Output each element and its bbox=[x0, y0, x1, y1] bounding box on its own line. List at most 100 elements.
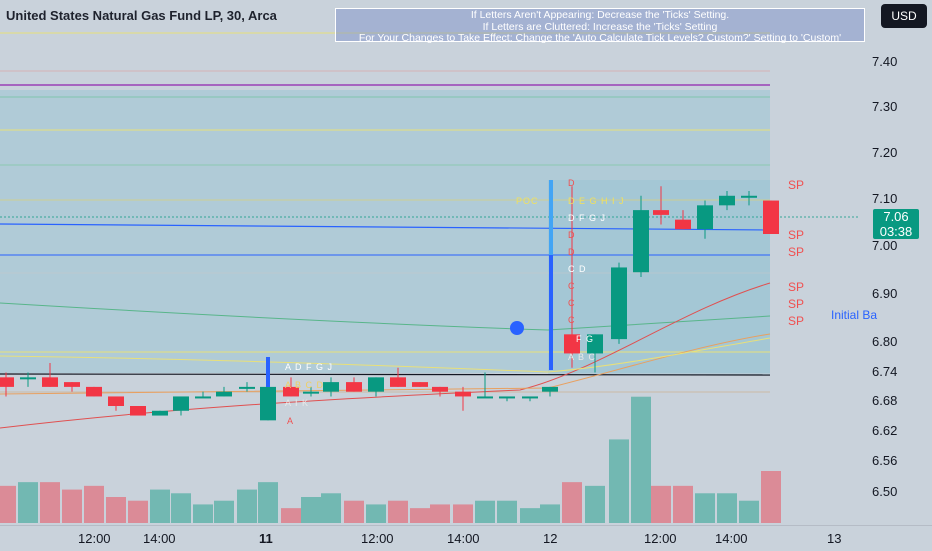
candle-body bbox=[719, 195, 735, 206]
volume-bar bbox=[540, 504, 560, 523]
ib-bar-day1 bbox=[266, 357, 270, 387]
time-tick: 13 bbox=[827, 531, 842, 546]
time-tick: 14:00 bbox=[447, 531, 480, 546]
price-tick: 6.56 bbox=[872, 453, 898, 468]
price-tick: 6.90 bbox=[872, 286, 898, 301]
profile-letters: D bbox=[568, 247, 576, 257]
candle-body bbox=[323, 382, 339, 392]
candle-body bbox=[587, 334, 603, 354]
banner-line-3: For Your Changes to Take Effect: Change … bbox=[358, 32, 842, 44]
profile-letters: D F G J bbox=[568, 213, 606, 223]
candle-body bbox=[675, 219, 691, 230]
volume-bar bbox=[193, 504, 213, 523]
ma-orange bbox=[0, 333, 771, 395]
volume-bar bbox=[18, 482, 38, 523]
volume-bar bbox=[475, 500, 495, 523]
price-tick: 7.20 bbox=[872, 145, 898, 160]
profile-letters: D E G H I J bbox=[568, 196, 625, 206]
ib-marker bbox=[510, 321, 524, 335]
candle-body bbox=[346, 382, 362, 392]
candle-body bbox=[108, 396, 124, 406]
volume-bar bbox=[631, 396, 651, 523]
single-print-label: SP bbox=[788, 297, 805, 311]
profile-letters: C D bbox=[568, 264, 587, 274]
price-tick: 6.80 bbox=[872, 334, 898, 349]
price-tick: 6.62 bbox=[872, 423, 898, 438]
banner-line-2: If Letters are Cluttered: Increase the '… bbox=[482, 20, 718, 33]
volume-bar bbox=[128, 500, 148, 523]
time-tick: 11 bbox=[259, 531, 273, 546]
volume-bar bbox=[62, 489, 82, 523]
open-line bbox=[0, 373, 771, 376]
candle-body bbox=[455, 391, 471, 397]
price-tick: 7.10 bbox=[872, 191, 898, 206]
candle-body bbox=[303, 391, 319, 394]
current-price-value: 7.06 bbox=[883, 209, 909, 224]
candle-body bbox=[42, 377, 58, 387]
profile-letters: C bbox=[568, 315, 576, 325]
volume-bar bbox=[410, 508, 430, 523]
volume-bar bbox=[321, 493, 341, 523]
profile-zone-day2 bbox=[548, 180, 770, 375]
candle-body bbox=[260, 386, 276, 421]
price-tick: 7.30 bbox=[872, 99, 898, 114]
volume-bar bbox=[150, 489, 170, 523]
volume-bar bbox=[739, 500, 759, 523]
single-print-label: SP bbox=[788, 245, 805, 259]
candle-body bbox=[216, 391, 232, 397]
profile-letters: A D F G J bbox=[285, 362, 334, 372]
ib-bar-day2 bbox=[549, 255, 553, 370]
volume-bar bbox=[214, 500, 234, 523]
volume-bar bbox=[388, 500, 408, 523]
profile-letters: A B C bbox=[568, 352, 597, 362]
volume-bar bbox=[40, 482, 60, 523]
time-axis[interactable] bbox=[0, 525, 932, 551]
volume-bar bbox=[237, 489, 257, 523]
volume-bar bbox=[453, 504, 473, 523]
symbol-title: United States Natural Gas Fund LP, 30, A… bbox=[6, 8, 277, 23]
time-tick: 14:00 bbox=[143, 531, 176, 546]
candle-body bbox=[368, 377, 384, 392]
volume-bar bbox=[106, 497, 126, 523]
volume-bar bbox=[520, 508, 540, 523]
candle-body bbox=[542, 386, 558, 392]
candle-body bbox=[0, 377, 14, 387]
volume-bar bbox=[651, 485, 671, 523]
single-print-label: SP bbox=[788, 178, 805, 192]
price-tick: 7.00 bbox=[872, 238, 898, 253]
time-tick: 12 bbox=[543, 531, 558, 546]
candle-body bbox=[697, 205, 713, 230]
candle-body bbox=[477, 396, 493, 399]
volume-bar bbox=[761, 471, 781, 523]
volume-bar bbox=[585, 485, 605, 523]
price-axis[interactable] bbox=[860, 0, 932, 525]
currency-button[interactable]: USD bbox=[881, 4, 927, 28]
volume-bar bbox=[695, 493, 715, 523]
volume-bar bbox=[258, 482, 278, 523]
single-print-label: SP bbox=[788, 228, 805, 242]
candle-body bbox=[239, 386, 255, 389]
candle-body bbox=[741, 195, 757, 198]
price-tick: 6.68 bbox=[872, 393, 898, 408]
price-tick: 7.40 bbox=[872, 54, 898, 69]
time-tick: 12:00 bbox=[78, 531, 111, 546]
single-print-label: SP bbox=[788, 280, 805, 294]
candle-body bbox=[390, 377, 406, 387]
profile-letters: A I K bbox=[285, 398, 310, 408]
single-print-label: SP bbox=[788, 314, 805, 328]
candle-body bbox=[195, 396, 211, 399]
candle-body bbox=[412, 382, 428, 387]
candle-body bbox=[173, 396, 189, 411]
price-chart[interactable] bbox=[0, 0, 860, 525]
profile-letters: C bbox=[568, 281, 576, 291]
volume-bar bbox=[171, 493, 191, 523]
volume-bar bbox=[281, 508, 301, 523]
banner-line-1: If Letters Aren't Appearing: Decrease th… bbox=[470, 9, 730, 21]
time-tick: 14:00 bbox=[715, 531, 748, 546]
ma-yellow bbox=[0, 337, 771, 373]
price-tick: 6.50 bbox=[872, 484, 898, 499]
profile-letters: F G bbox=[576, 334, 594, 344]
profile-letters: D bbox=[568, 230, 576, 240]
candle-body bbox=[564, 334, 580, 354]
candle-body bbox=[432, 386, 448, 392]
